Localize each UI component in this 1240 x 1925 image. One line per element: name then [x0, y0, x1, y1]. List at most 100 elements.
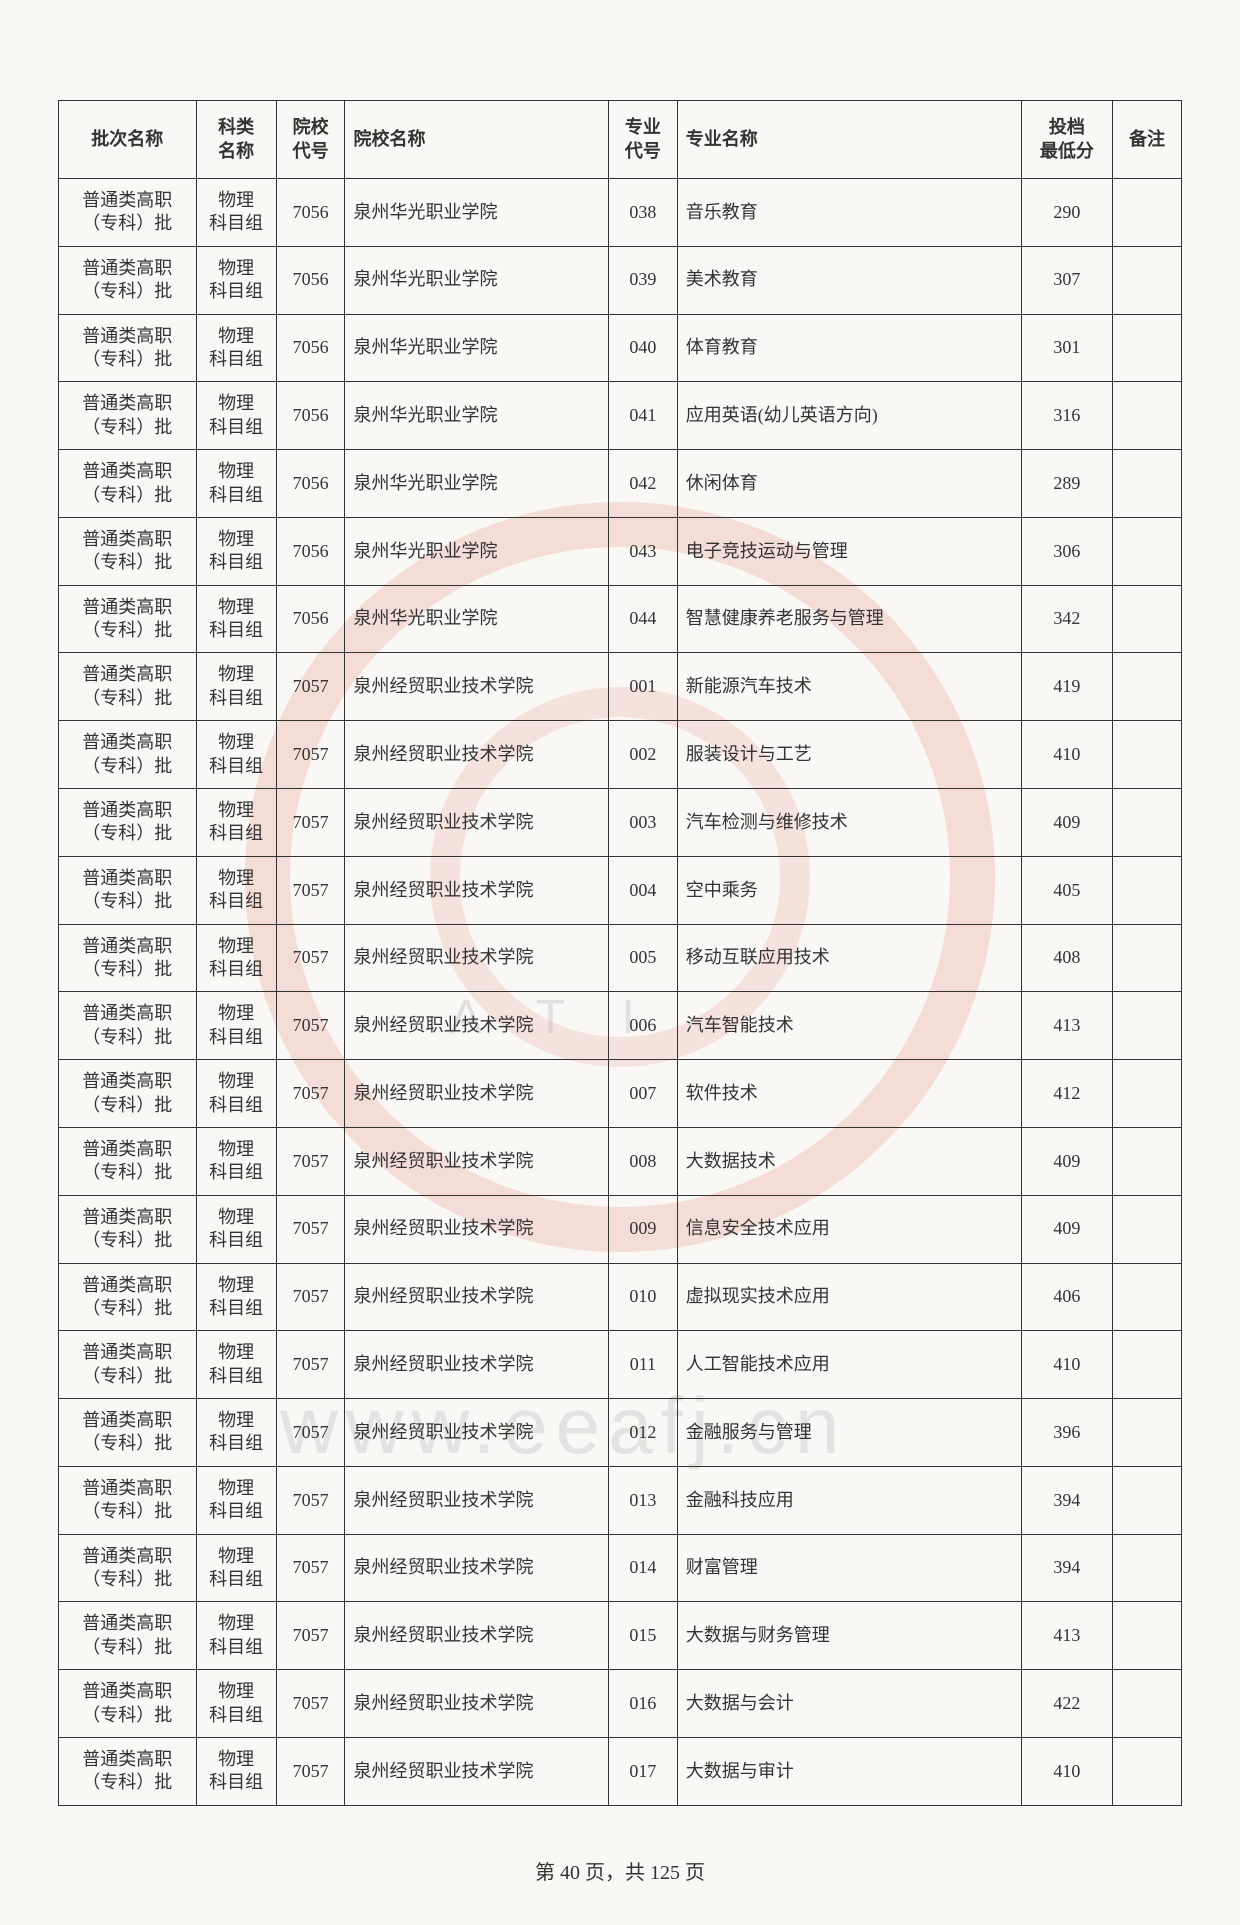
table-cell: 042 [609, 450, 678, 518]
table-cell: 普通类高职（专科）批 [59, 924, 197, 992]
table-cell: 汽车检测与维修技术 [677, 789, 1021, 857]
table-row: 普通类高职（专科）批物理科目组7057泉州经贸职业技术学院012金融服务与管理3… [59, 1399, 1182, 1467]
table-row: 普通类高职（专科）批物理科目组7057泉州经贸职业技术学院001新能源汽车技术4… [59, 653, 1182, 721]
table-cell: 物理科目组 [196, 1127, 276, 1195]
table-cell: 419 [1021, 653, 1113, 721]
table-cell: 405 [1021, 856, 1113, 924]
table-cell: 财富管理 [677, 1534, 1021, 1602]
table-cell: 体育教育 [677, 314, 1021, 382]
table-cell: 泉州华光职业学院 [345, 382, 609, 450]
table-cell: 泉州经贸职业技术学院 [345, 992, 609, 1060]
table-cell: 342 [1021, 585, 1113, 653]
table-cell: 普通类高职（专科）批 [59, 856, 197, 924]
table-cell: 002 [609, 721, 678, 789]
table-cell: 休闲体育 [677, 450, 1021, 518]
table-cell: 金融服务与管理 [677, 1399, 1021, 1467]
table-cell: 物理科目组 [196, 1060, 276, 1128]
table-header-cell: 科类名称 [196, 101, 276, 179]
table-cell: 7057 [276, 1737, 345, 1805]
table-cell: 普通类高职（专科）批 [59, 585, 197, 653]
table-cell: 物理科目组 [196, 1670, 276, 1738]
table-cell: 物理科目组 [196, 1602, 276, 1670]
table-cell: 美术教育 [677, 246, 1021, 314]
table-cell: 服装设计与工艺 [677, 721, 1021, 789]
table-cell: 物理科目组 [196, 1263, 276, 1331]
table-cell: 智慧健康养老服务与管理 [677, 585, 1021, 653]
table-cell: 大数据与财务管理 [677, 1602, 1021, 1670]
table-cell: 7057 [276, 992, 345, 1060]
table-cell [1113, 450, 1182, 518]
table-cell: 306 [1021, 517, 1113, 585]
table-cell: 006 [609, 992, 678, 1060]
table-cell: 普通类高职（专科）批 [59, 450, 197, 518]
table-cell: 413 [1021, 1602, 1113, 1670]
table-cell: 290 [1021, 179, 1113, 247]
table-cell: 406 [1021, 1263, 1113, 1331]
table-cell: 普通类高职（专科）批 [59, 1737, 197, 1805]
table-cell [1113, 721, 1182, 789]
table-cell: 普通类高职（专科）批 [59, 1263, 197, 1331]
table-cell: 7057 [276, 924, 345, 992]
table-cell: 012 [609, 1399, 678, 1467]
table-row: 普通类高职（专科）批物理科目组7057泉州经贸职业技术学院006汽车智能技术41… [59, 992, 1182, 1060]
table-row: 普通类高职（专科）批物理科目组7056泉州华光职业学院039美术教育307 [59, 246, 1182, 314]
table-cell: 电子竞技运动与管理 [677, 517, 1021, 585]
page-content: 批次名称科类名称院校代号院校名称专业代号专业名称投档最低分备注 普通类高职（专科… [0, 0, 1240, 1925]
table-cell [1113, 1466, 1182, 1534]
table-cell: 普通类高职（专科）批 [59, 179, 197, 247]
table-row: 普通类高职（专科）批物理科目组7057泉州经贸职业技术学院013金融科技应用39… [59, 1466, 1182, 1534]
admission-table: 批次名称科类名称院校代号院校名称专业代号专业名称投档最低分备注 普通类高职（专科… [58, 100, 1182, 1806]
table-row: 普通类高职（专科）批物理科目组7057泉州经贸职业技术学院004空中乘务405 [59, 856, 1182, 924]
page-footer: 第 40 页，共 125 页 [58, 1856, 1182, 1885]
table-cell: 泉州经贸职业技术学院 [345, 1127, 609, 1195]
table-cell: 016 [609, 1670, 678, 1738]
table-cell [1113, 1399, 1182, 1467]
table-cell: 泉州华光职业学院 [345, 450, 609, 518]
table-cell: 008 [609, 1127, 678, 1195]
table-cell: 038 [609, 179, 678, 247]
table-cell: 信息安全技术应用 [677, 1195, 1021, 1263]
table-cell: 金融科技应用 [677, 1466, 1021, 1534]
table-cell: 普通类高职（专科）批 [59, 1399, 197, 1467]
table-row: 普通类高职（专科）批物理科目组7057泉州经贸职业技术学院002服装设计与工艺4… [59, 721, 1182, 789]
table-row: 普通类高职（专科）批物理科目组7056泉州华光职业学院042休闲体育289 [59, 450, 1182, 518]
table-cell: 043 [609, 517, 678, 585]
table-cell: 7057 [276, 721, 345, 789]
table-cell [1113, 1737, 1182, 1805]
table-cell: 408 [1021, 924, 1113, 992]
table-cell [1113, 856, 1182, 924]
table-cell: 409 [1021, 1127, 1113, 1195]
table-cell: 009 [609, 1195, 678, 1263]
table-cell [1113, 1331, 1182, 1399]
table-cell [1113, 1060, 1182, 1128]
table-cell: 泉州华光职业学院 [345, 179, 609, 247]
table-cell: 泉州经贸职业技术学院 [345, 1331, 609, 1399]
table-cell: 物理科目组 [196, 1331, 276, 1399]
table-header-cell: 投档最低分 [1021, 101, 1113, 179]
table-header-cell: 院校代号 [276, 101, 345, 179]
table-cell: 物理科目组 [196, 382, 276, 450]
table-cell: 7057 [276, 1195, 345, 1263]
table-header-cell: 专业名称 [677, 101, 1021, 179]
table-cell: 7056 [276, 585, 345, 653]
table-cell: 物理科目组 [196, 992, 276, 1060]
table-cell: 泉州经贸职业技术学院 [345, 1466, 609, 1534]
table-cell: 泉州经贸职业技术学院 [345, 1534, 609, 1602]
table-cell [1113, 1127, 1182, 1195]
table-cell: 412 [1021, 1060, 1113, 1128]
table-cell: 泉州经贸职业技术学院 [345, 653, 609, 721]
table-row: 普通类高职（专科）批物理科目组7057泉州经贸职业技术学院010虚拟现实技术应用… [59, 1263, 1182, 1331]
table-cell: 7057 [276, 856, 345, 924]
table-cell: 泉州经贸职业技术学院 [345, 1737, 609, 1805]
table-cell: 7057 [276, 1127, 345, 1195]
table-cell: 316 [1021, 382, 1113, 450]
table-cell [1113, 1670, 1182, 1738]
table-cell: 普通类高职（专科）批 [59, 1331, 197, 1399]
table-header-cell: 院校名称 [345, 101, 609, 179]
table-cell: 物理科目组 [196, 585, 276, 653]
table-cell: 301 [1021, 314, 1113, 382]
table-cell: 7056 [276, 246, 345, 314]
table-cell [1113, 1263, 1182, 1331]
table-cell: 泉州经贸职业技术学院 [345, 1195, 609, 1263]
table-row: 普通类高职（专科）批物理科目组7056泉州华光职业学院043电子竞技运动与管理3… [59, 517, 1182, 585]
